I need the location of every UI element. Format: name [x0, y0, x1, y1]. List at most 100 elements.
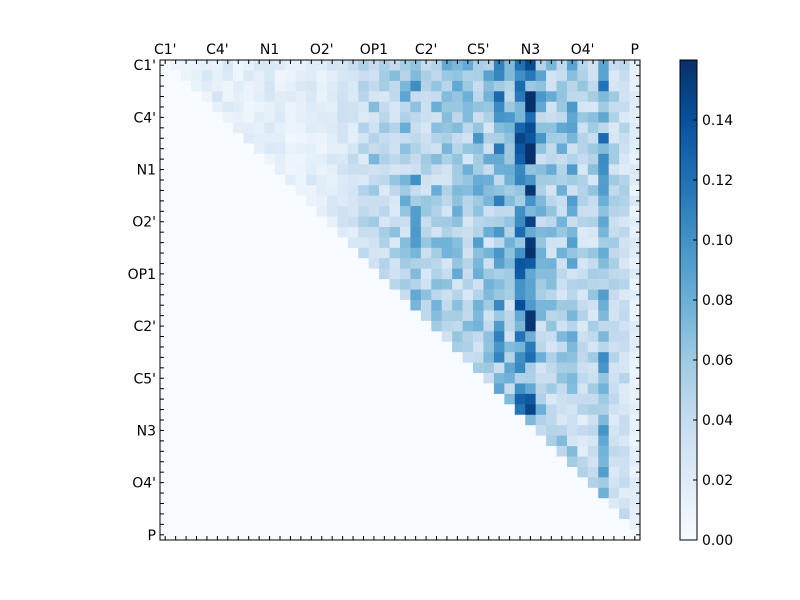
x-tick-label: P [631, 42, 639, 58]
heatmap-cell [420, 310, 432, 322]
heatmap-cell [358, 268, 369, 280]
heatmap-cell [493, 414, 505, 426]
heatmap-cell [274, 331, 286, 343]
heatmap-cell [441, 122, 453, 134]
heatmap-cell [316, 237, 328, 249]
heatmap-cell [452, 226, 463, 238]
heatmap-cell [243, 164, 255, 176]
heatmap-cell [504, 80, 516, 92]
heatmap-cell [306, 258, 317, 269]
heatmap-cell [180, 529, 192, 541]
heatmap-cell [587, 362, 599, 374]
heatmap-cell [619, 247, 630, 259]
heatmap-cell [285, 331, 296, 343]
heatmap-cell [504, 529, 516, 541]
heatmap-cell [535, 133, 547, 144]
heatmap-cell [170, 300, 182, 311]
heatmap-cell [556, 404, 568, 416]
heatmap-cell [587, 153, 599, 165]
heatmap-cell [452, 70, 463, 82]
heatmap-cell [400, 101, 411, 113]
heatmap-cell [389, 300, 401, 311]
heatmap-cell [441, 164, 453, 176]
heatmap-cell [410, 174, 422, 186]
heatmap-cell [598, 508, 609, 520]
heatmap-cell [525, 247, 536, 259]
heatmap-cell [462, 101, 474, 113]
heatmap-cell [222, 268, 234, 280]
heatmap-cell [400, 143, 411, 155]
heatmap-cell [243, 237, 255, 249]
heatmap-cell [566, 70, 578, 82]
y-tick-label: C2' [133, 319, 156, 335]
heatmap-cell [608, 414, 620, 426]
heatmap-cell [410, 425, 422, 436]
heatmap-cell [160, 185, 171, 196]
heatmap-cell [473, 383, 484, 395]
heatmap-cell [493, 341, 505, 353]
heatmap-cell [400, 487, 411, 499]
heatmap-cell [504, 247, 516, 259]
heatmap-cell [368, 300, 380, 311]
heatmap-cell [556, 185, 568, 196]
heatmap-cell [191, 153, 203, 165]
heatmap-cell [598, 466, 609, 478]
heatmap-cell [295, 195, 307, 207]
heatmap-cell [546, 362, 557, 374]
heatmap-cell [264, 331, 276, 343]
heatmap-cell [264, 268, 276, 280]
heatmap-cell [566, 289, 578, 301]
heatmap-cell [598, 289, 609, 301]
heatmap-cell [285, 404, 296, 416]
heatmap-cell [160, 206, 171, 217]
heatmap-cell [546, 226, 557, 238]
heatmap-cell [608, 195, 620, 207]
heatmap-cell [212, 258, 223, 269]
heatmap-cell [514, 60, 526, 71]
heatmap-cell [337, 143, 349, 155]
heatmap-cell [514, 91, 526, 103]
heatmap-cell [462, 508, 474, 520]
heatmap-cell [201, 80, 213, 92]
heatmap-cell [608, 80, 620, 92]
heatmap-cell [619, 226, 630, 238]
heatmap-cell [379, 519, 390, 530]
heatmap-cell [160, 279, 171, 290]
heatmap-cell [358, 174, 369, 186]
heatmap-cell [389, 112, 401, 123]
heatmap-cell [253, 373, 265, 384]
heatmap-cell [608, 268, 620, 280]
heatmap-cell [233, 185, 244, 196]
heatmap-cell [180, 498, 192, 509]
heatmap-cell [577, 331, 589, 343]
heatmap-cell [473, 519, 484, 530]
heatmap-cell [222, 195, 234, 207]
heatmap-cell [462, 519, 474, 530]
heatmap-cell [400, 529, 411, 541]
heatmap-cell [233, 425, 244, 436]
heatmap-cell [180, 383, 192, 395]
heatmap-cell [201, 174, 213, 186]
heatmap-cell [410, 373, 422, 384]
heatmap-cell [306, 519, 317, 530]
heatmap-cell [233, 310, 244, 322]
heatmap-cell [212, 508, 223, 520]
heatmap-cell [619, 508, 630, 520]
heatmap-cell [452, 331, 463, 343]
heatmap-cell [629, 174, 641, 186]
heatmap-cell [493, 498, 505, 509]
heatmap-cell [201, 341, 213, 353]
heatmap-cell [212, 174, 223, 186]
heatmap-cell [462, 122, 474, 134]
heatmap-cell [525, 498, 536, 509]
heatmap-cell [546, 289, 557, 301]
heatmap-cell [420, 320, 432, 332]
heatmap-cell [546, 122, 557, 134]
heatmap-cell [389, 310, 401, 322]
heatmap-cell [473, 279, 484, 290]
heatmap-cell [264, 508, 276, 520]
heatmap-cell [546, 101, 557, 113]
heatmap-cell [368, 237, 380, 249]
heatmap-cell [222, 373, 234, 384]
heatmap-cell [598, 60, 609, 71]
